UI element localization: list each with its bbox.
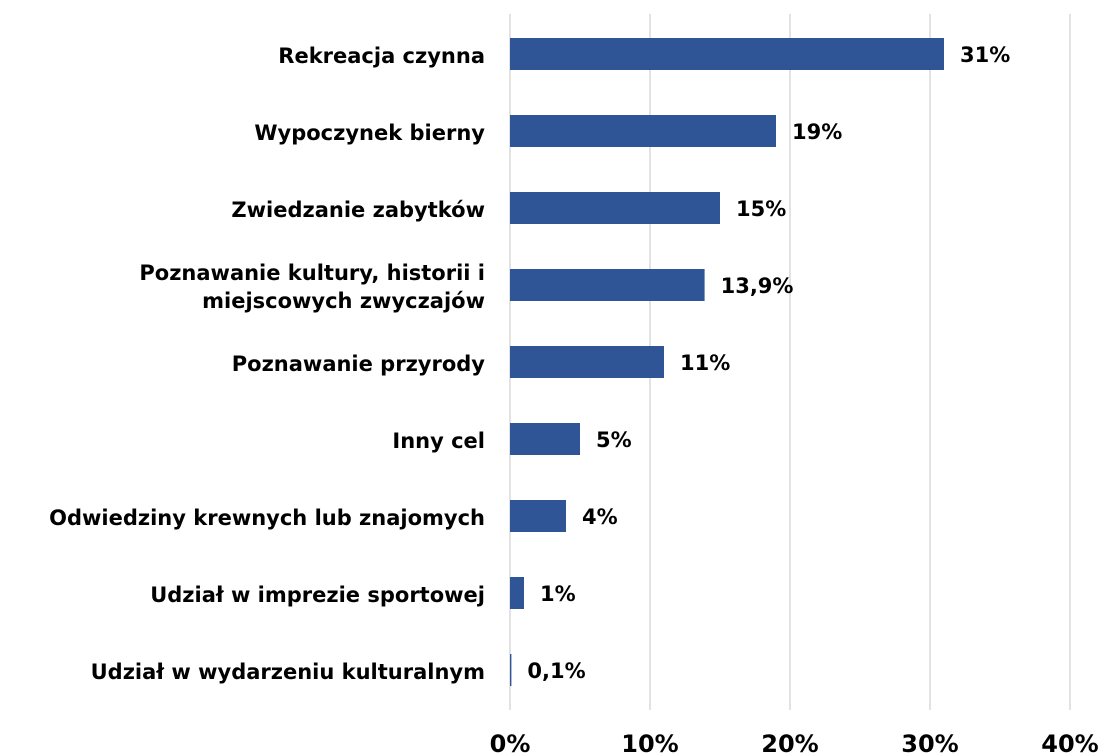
category-label: Zwiedzanie zabytków (231, 198, 485, 222)
x-tick-label: 30% (901, 730, 958, 754)
category-label: Wypoczynek bierny (254, 121, 485, 145)
value-label: 11% (680, 351, 730, 375)
value-label: 13,9% (721, 274, 794, 298)
x-tick-label: 0% (490, 730, 531, 754)
category-label: Poznawanie kultury, historii i miejscowy… (139, 261, 485, 313)
value-label: 0,1% (527, 659, 585, 683)
value-label: 31% (960, 43, 1010, 67)
value-label: 4% (582, 505, 618, 529)
bar (510, 654, 512, 686)
category-label: Udział w wydarzeniu kulturalnym (90, 660, 485, 684)
bar (510, 577, 524, 609)
value-label: 5% (596, 428, 632, 452)
value-label: 15% (736, 197, 786, 221)
value-label: 19% (792, 120, 842, 144)
x-tick-label: 10% (621, 730, 678, 754)
bar (510, 346, 664, 378)
x-tick-label: 20% (761, 730, 818, 754)
bar (510, 500, 566, 532)
bar (510, 192, 720, 224)
category-label: Odwiedziny krewnych lub znajomych (49, 506, 485, 530)
category-label: Inny cel (392, 429, 485, 453)
category-label: Rekreacja czynna (278, 44, 485, 68)
value-label: 1% (540, 582, 576, 606)
x-tick-label: 40% (1041, 730, 1098, 754)
bar (510, 423, 580, 455)
bar (510, 115, 776, 147)
category-label: Poznawanie przyrody (231, 352, 485, 376)
bar (510, 38, 944, 70)
category-label: Udział w imprezie sportowej (150, 583, 485, 607)
bar (510, 269, 705, 301)
